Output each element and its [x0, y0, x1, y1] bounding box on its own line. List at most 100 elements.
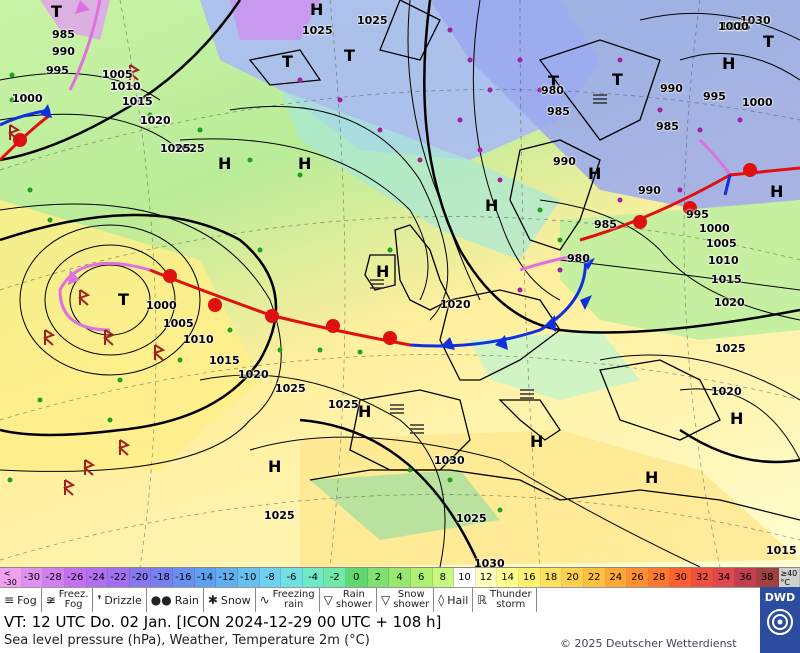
isobar-label: 1030 — [740, 14, 771, 27]
isobar-label: 1000 — [742, 96, 773, 109]
warm-sea — [0, 200, 260, 470]
scale-cell: 38 — [756, 568, 779, 588]
scale-cell: -2 — [324, 568, 346, 588]
isobar-label: 990 — [553, 155, 576, 168]
scale-cell: 28 — [648, 568, 671, 588]
scale-cell: -8 — [259, 568, 282, 588]
isobar-label: 1010 — [110, 80, 141, 93]
isobar-label: 1015 — [122, 95, 153, 108]
high-center: H — [310, 0, 324, 19]
swirl-icon — [767, 609, 793, 635]
isobar-label: 1020 — [238, 368, 269, 381]
temperature-scale: < -30 -30 -28 -26 -24 -22 -20 -18 -16 -14 -12 -10 -8… — [0, 567, 800, 588]
high-center: H — [376, 262, 390, 281]
snow-symbols — [297, 27, 743, 293]
isobar-label: 990 — [638, 184, 661, 197]
legend-item: ∿ Freezing rain — [256, 587, 320, 613]
scale-cell: 0 — [346, 568, 368, 588]
isobar-label: 1005 — [102, 68, 133, 81]
isobar-label: 1005 — [706, 237, 737, 250]
scale-cell: 24 — [605, 568, 628, 588]
isobar-label: 1000 — [718, 20, 749, 33]
legend-label: Snow shower — [393, 589, 430, 610]
isobar-label: 985 — [594, 218, 617, 231]
low-center: T — [344, 46, 355, 65]
legend-item: ▽ Rain shower — [320, 587, 377, 613]
scale-cell: 8 — [432, 568, 455, 588]
isobar-label: 1030 — [434, 454, 465, 467]
occluded-fronts — [58, 0, 732, 332]
isobar-label: 985 — [656, 120, 679, 133]
isobar-label: 1000 — [699, 222, 730, 235]
isobar-label: 985 — [52, 28, 75, 41]
legend-item: ≆ Freez. Fog — [42, 587, 94, 613]
legend-item: ≡ Fog — [0, 587, 42, 613]
fog-icon: ≡ — [4, 593, 15, 607]
scale-cell: 22 — [583, 568, 606, 588]
scale-cell: -24 — [86, 568, 109, 588]
isobar-label: 1020 — [714, 296, 745, 309]
scale-cell: -16 — [173, 568, 195, 588]
cyan-region — [280, 90, 560, 260]
isobar-label: 1000 — [12, 92, 43, 105]
isobar-label: 990 — [660, 82, 683, 95]
high-center: H — [485, 196, 499, 215]
isobar-label: 1015 — [122, 95, 153, 108]
isobar-label: 1015 — [711, 273, 742, 286]
isobar-label: 1005 — [102, 68, 133, 81]
high-center: H — [588, 164, 602, 183]
legend-label: Snow — [220, 593, 251, 607]
low-center: T — [118, 290, 129, 309]
scale-cell: -14 — [194, 568, 217, 588]
isobar-label: 1000 — [146, 299, 177, 312]
isobar-label: 1015 — [209, 354, 240, 367]
cool-alps — [470, 330, 640, 400]
isobar-label: 1010 — [708, 254, 739, 267]
legend-label: Fog — [17, 593, 37, 607]
dwd-logo[interactable]: DWD — [760, 587, 800, 653]
low-center: T — [282, 52, 293, 71]
isobar-label: 1025 — [328, 398, 359, 411]
hail-icon: ◊ — [438, 593, 445, 607]
scale-cell: -26 — [64, 568, 87, 588]
freezing-fog-icon: ≆ — [45, 593, 56, 607]
high-center: H — [770, 182, 784, 201]
isobar-label: 1025 — [715, 342, 746, 355]
scale-cell: -20 — [129, 568, 152, 588]
snow-icon: ✱ — [207, 593, 218, 607]
scale-cell: 12 — [475, 568, 498, 588]
thunderstorm-icon: ℝ — [477, 593, 487, 607]
isobar-label: 1025 — [160, 142, 191, 155]
info-bar: VT: 12 UTC Do. 02 Jan. [ICON 2024-12-29 … — [0, 612, 760, 653]
map-description: Sea level pressure (hPa), Weather, Tempe… — [4, 633, 370, 648]
bold-isobars — [0, 0, 800, 567]
legend-label: Rain shower — [335, 589, 372, 610]
legend-label: Hail — [447, 593, 469, 607]
scale-cell: 18 — [540, 568, 563, 588]
isobar-label: 995 — [686, 208, 709, 221]
scale-cell: -10 — [237, 568, 260, 588]
copyright: © 2025 Deutscher Wetterdienst — [560, 637, 737, 650]
scale-cell: 16 — [519, 568, 541, 588]
legend-item: ❜ Drizzle — [93, 587, 147, 613]
scale-cell: < -30 — [0, 568, 22, 588]
scale-cell: 32 — [692, 568, 714, 588]
scale-cell: 20 — [562, 568, 584, 588]
scale-cell: 14 — [497, 568, 519, 588]
violet-patch — [230, 0, 320, 40]
high-center: H — [730, 409, 744, 428]
scale-cell: -12 — [216, 568, 238, 588]
rain-shower-icon: ▽ — [323, 593, 333, 607]
isobar-label: 1020 — [140, 114, 171, 127]
freezing-rain-icon: ∿ — [259, 593, 270, 607]
legend-item: ◊ Hail — [434, 587, 474, 613]
legend-label: Thunder storm — [489, 589, 532, 610]
scale-cell: -6 — [281, 568, 303, 588]
isobar-label: 980 — [567, 252, 590, 265]
isobars — [0, 0, 800, 567]
scale-cell: 34 — [713, 568, 736, 588]
lat-lon-grid — [0, 0, 800, 567]
high-center: H — [645, 468, 659, 487]
isobar-label: 1025 — [160, 142, 191, 155]
scale-cell: -18 — [151, 568, 173, 588]
